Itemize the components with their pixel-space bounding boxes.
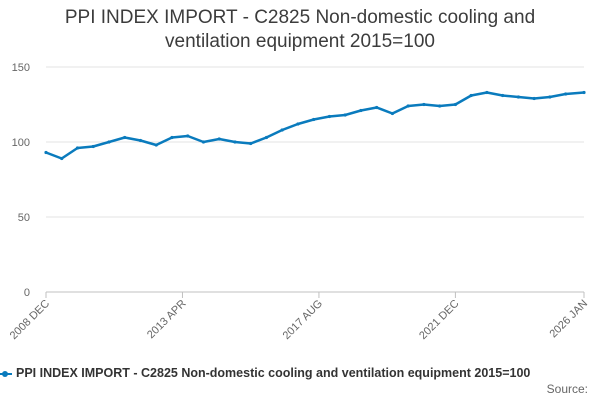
data-point: [233, 140, 237, 144]
data-point: [75, 146, 80, 150]
data-point: [107, 140, 111, 144]
data-point: [327, 114, 332, 119]
gridlines: [46, 66, 584, 218]
data-point: [44, 150, 48, 155]
data-point: [138, 138, 143, 143]
data-point: [123, 135, 127, 140]
data-point: [91, 144, 95, 149]
data-point: [249, 141, 253, 146]
series-line: [44, 91, 586, 160]
y-tick-label: 100: [12, 137, 30, 149]
legend-label: PPI INDEX IMPORT - C2825 Non-domestic co…: [16, 366, 531, 380]
data-point: [532, 96, 536, 101]
chart-title: PPI INDEX IMPORT - C2825 Non-domestic co…: [64, 7, 536, 52]
data-point: [296, 122, 300, 126]
data-point: [438, 104, 442, 108]
data-point: [280, 128, 284, 132]
data-point: [406, 104, 410, 108]
data-point: [312, 117, 316, 122]
data-point: [186, 134, 190, 138]
data-point: [501, 93, 505, 98]
x-tick-label: 2026 JAN: [547, 298, 590, 341]
data-point: [170, 135, 174, 140]
tick-labels: 0 50 100 150 2008 DEC 2013 APR 2017 AUG 2021 DE…: [8, 62, 590, 342]
y-tick-label: 150: [12, 62, 30, 74]
data-point: [359, 108, 363, 113]
y-tick-label: 0: [24, 287, 30, 299]
data-point: [469, 93, 473, 98]
data-point: [422, 102, 426, 107]
y-tick-label: 50: [18, 212, 30, 224]
data-point: [201, 140, 206, 144]
data-point: [582, 90, 586, 95]
data-point: [516, 95, 520, 99]
data-point: [60, 156, 64, 161]
data-point: [564, 92, 568, 96]
legend[interactable]: PPI INDEX IMPORT - C2825 Non-domestic co…: [0, 366, 530, 382]
x-tick-label: 2021 DEC: [417, 298, 461, 342]
x-tick-label: 2013 APR: [145, 298, 189, 342]
data-point: [217, 137, 221, 141]
data-point: [154, 143, 158, 147]
source-label: Source:: [546, 382, 588, 396]
x-tick-label: 2017 AUG: [281, 298, 325, 342]
data-point: [375, 105, 379, 110]
data-point: [343, 113, 347, 117]
axes: [45, 291, 585, 298]
data-point: [453, 102, 458, 107]
legend-swatch: [0, 370, 12, 378]
series-layer: [44, 90, 586, 161]
data-point: [485, 90, 489, 95]
data-point: [390, 111, 395, 116]
data-point: [264, 135, 269, 140]
data-point: [548, 95, 552, 99]
x-tick-label: 2008 DEC: [8, 298, 52, 342]
